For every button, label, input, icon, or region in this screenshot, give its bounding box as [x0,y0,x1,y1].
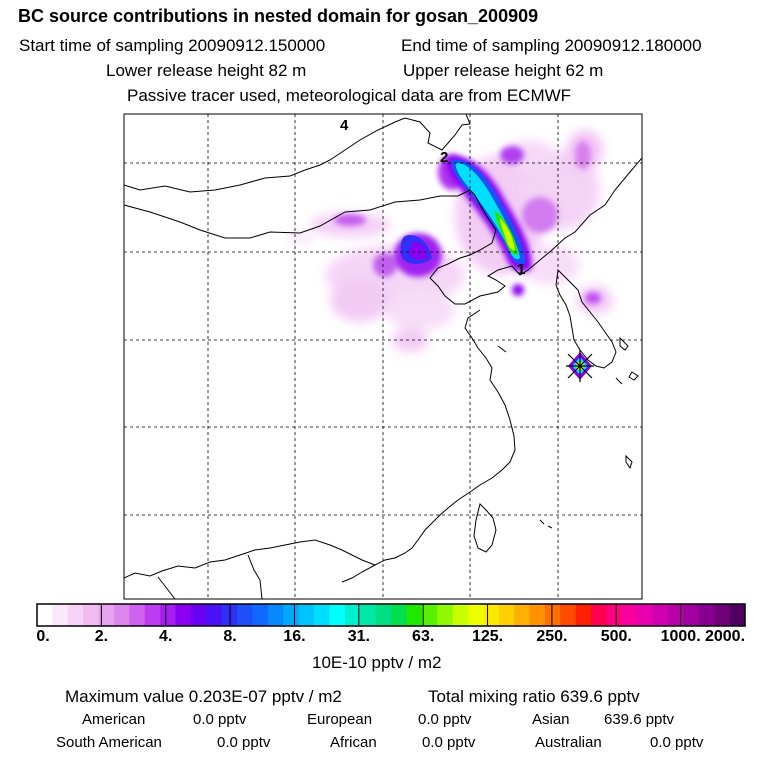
colorbar-cell [175,604,192,626]
colorbar-cell [83,604,99,626]
colorbar-cell [529,604,546,626]
receptor-marker [566,350,594,382]
colorbar-tick-label: 500. [600,628,632,645]
colorbar-cell [591,604,607,626]
colorbar-tick-label: 0. [36,628,50,645]
colorbar-cells [37,604,746,626]
australian-value: 0.0 pptv [650,734,704,751]
colorbar-cell [144,604,161,626]
african-label: African [330,734,377,751]
colorbar-cell [668,604,684,626]
colorbar-tick-label: 63. [412,628,435,645]
colorbar-cell [621,604,638,626]
colorbar-cell [575,604,592,626]
point-label-4: 4 [340,117,349,134]
colorbar-cell [606,604,623,626]
colorbar-tick-label: 16. [283,628,306,645]
colorbar-cell [437,604,453,626]
lower-release-label: Lower release height 82 m [106,61,307,80]
colorbar-cell [698,604,715,626]
colorbar-cell [283,604,300,626]
european-value: 0.0 pptv [418,711,472,728]
colorbar-cell [421,604,438,626]
colorbar-frame [36,603,746,627]
colorbar-cell [206,604,223,626]
colorbar-cell [113,604,130,626]
end-time-label: End time of sampling 20090912.180000 [401,36,702,55]
asian-value: 639.6 pptv [604,711,675,728]
start-time-label: Start time of sampling 20090912.150000 [19,36,326,55]
colorbar-tick-label: 1000. [660,628,701,645]
map-title: BC source contributions in nested domain… [18,6,539,26]
colorbar-cell [314,604,330,626]
max-value-label: Maximum value 0.203E-07 pptv / m2 [65,687,342,706]
colorbar-cell [391,604,407,626]
colorbar-tick-label: 2. [94,628,109,645]
colorbar-cell [406,604,423,626]
south-american-label: South American [56,734,162,751]
colorbar-cell [298,604,315,626]
colorbar-cell [267,604,284,626]
australian-label: Australian [535,734,602,751]
american-label: American [82,711,146,728]
colorbar-cell [375,604,392,626]
colorbar-cell [190,604,207,626]
colorbar-cell [360,604,377,626]
point-label-1: 1 [517,261,525,278]
point-label-2: 2 [440,149,448,166]
colorbar-cell [329,604,346,626]
colorbar-cell [498,604,515,626]
total-mixing-label: Total mixing ratio 639.6 pptv [428,687,640,706]
colorbar-cell [652,604,669,626]
colorbar-cell [252,604,269,626]
colorbar-cell [237,604,253,626]
asian-label: Asian [532,711,570,728]
colorbar-tick-label: 31. [347,628,370,645]
south-american-value: 0.0 pptv [217,734,271,751]
colorbar-tick-label: 125. [471,628,504,645]
colorbar-cell [483,604,500,626]
colorbar-cell [452,604,469,626]
african-value: 0.0 pptv [422,734,476,751]
colorbar-cell [37,604,53,626]
colorbar-tick-label: 8. [223,628,237,645]
european-label: European [307,711,373,728]
colorbar-cell [129,604,146,626]
colorbar-tick-label: 2000. [704,628,746,645]
colorbar-cell [729,604,746,626]
map-frame [123,113,643,600]
colorbar-cell [467,604,484,626]
colorbar-tick-label: 250. [536,628,568,645]
colorbar-cell [514,604,530,626]
colorbar-cell [67,604,84,626]
plume-core [400,156,532,272]
colorbar-cell [683,604,700,626]
graticule [124,114,642,599]
colorbar-cell [714,604,731,626]
colorbar-cell [98,604,115,626]
colorbar-units: 10E-10 pptv / m2 [312,653,442,672]
upper-release-label: Upper release height 62 m [403,61,604,80]
colorbar-cell [544,604,561,626]
tracer-note: Passive tracer used, meteorological data… [127,86,572,105]
colorbar-cell [52,604,69,626]
american-value: 0.0 pptv [193,711,247,728]
coastlines [124,114,642,599]
colorbar-cell [160,604,176,626]
colorbar-tick-label: 4. [159,628,173,645]
colorbar-cell [637,604,654,626]
colorbar-cell [560,604,577,626]
colorbar-cell [344,604,361,626]
